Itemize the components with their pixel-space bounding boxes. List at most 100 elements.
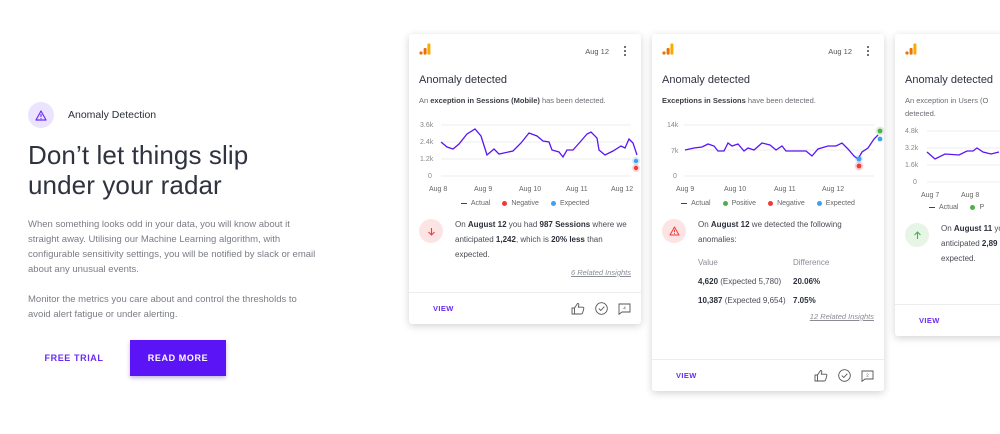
thumbs-up-icon[interactable] xyxy=(814,369,828,382)
headline-line-1: Don’t let things slip xyxy=(28,140,249,170)
legend-actual: Actual xyxy=(681,200,711,207)
table-row: 4,620 (Expected 5,780) 20.06% xyxy=(698,277,821,286)
description-paragraph-2: Monitor the metrics you care about and c… xyxy=(28,294,297,320)
x-tick: Aug 11 xyxy=(566,186,588,193)
y-tick: 0 xyxy=(673,173,677,180)
view-button[interactable]: VIEW xyxy=(433,304,454,313)
insight-text: On August 12 we detected the following a… xyxy=(698,220,842,244)
subtitle-metric: Exceptions in Sessions xyxy=(662,96,746,105)
insight-text: On August 12 you had 987 Sessions where … xyxy=(455,220,627,259)
card-date: Aug 12 xyxy=(828,46,852,56)
x-tick: Aug 9 xyxy=(474,186,492,193)
card-title: Anomaly detected xyxy=(419,74,508,86)
y-tick: 0 xyxy=(913,179,917,186)
eyebrow: Anomaly Detection xyxy=(28,102,328,128)
headline-line-2: under your radar xyxy=(28,170,222,200)
x-tick: Aug 7 xyxy=(921,192,939,199)
description-paragraph-1: When something looks odd in your data, y… xyxy=(28,219,316,275)
card-subtitle: Exceptions in Sessions have been detecte… xyxy=(662,96,816,105)
svg-text:2: 2 xyxy=(866,372,869,377)
eyebrow-label: Anomaly Detection xyxy=(68,109,157,121)
view-button[interactable]: VIEW xyxy=(676,371,697,380)
x-tick: Aug 12 xyxy=(611,186,633,193)
insight-summary: On August 12 we detected the following a… xyxy=(652,217,884,247)
card-footer: VIEW 4 xyxy=(409,292,641,324)
y-tick: 3.2k xyxy=(905,145,919,152)
legend-actual: Actual xyxy=(929,204,958,211)
card-header: Aug 12 xyxy=(652,34,884,68)
anomaly-line-chart: 3.6k 2.4k 1.2k 0 Aug 8 Aug 9 Aug 10 Aug … xyxy=(420,122,640,193)
y-tick: 1.6k xyxy=(905,162,919,169)
card-subtitle: An exception in Sessions (Mobile) has be… xyxy=(409,94,641,107)
insight-summary: On August 12 you had 987 Sessions where … xyxy=(409,217,641,262)
legend-expected: Expected xyxy=(816,200,855,207)
anomaly-card-sessions-mobile: Aug 12 Anomaly detected An exception in … xyxy=(409,34,641,324)
y-tick: 7k xyxy=(671,148,679,155)
column-header-value: Value xyxy=(698,258,718,267)
card-date: Aug 12 xyxy=(585,46,609,56)
x-tick: Aug 10 xyxy=(724,186,746,193)
hero-section: Anomaly Detection Don’t let things slip … xyxy=(28,102,328,322)
x-tick: Aug 8 xyxy=(429,186,447,193)
comment-icon[interactable]: 2 xyxy=(861,370,874,382)
view-button[interactable]: VIEW xyxy=(919,316,940,325)
warning-triangle-icon xyxy=(662,219,686,243)
x-tick: Aug 11 xyxy=(774,186,796,193)
analytics-logo-icon xyxy=(662,42,674,60)
thumbs-up-icon[interactable] xyxy=(571,302,585,315)
anomaly-card-sessions: Aug 12 Anomaly detected Exceptions in Se… xyxy=(652,34,884,391)
arrow-up-icon xyxy=(905,223,929,247)
x-tick: Aug 9 xyxy=(676,186,694,193)
free-trial-button[interactable]: FREE TRIAL xyxy=(44,353,104,363)
page-headline: Don’t let things slip under your radar xyxy=(28,140,328,200)
y-tick: 2.4k xyxy=(420,139,434,146)
card-header: Aug 12 xyxy=(409,34,641,68)
anomaly-line-chart: 14k 7k 0 Aug 9 Aug 10 Aug 11 Aug 12 xyxy=(667,122,884,193)
x-tick: Aug 12 xyxy=(822,186,844,193)
chart-legend: Actual Negative Expected xyxy=(409,200,641,207)
y-tick: 1.2k xyxy=(420,156,434,163)
card-subtitle: An exception in Users (O detected. xyxy=(905,96,989,118)
legend-positive: Positive xyxy=(722,200,756,207)
chart-legend: Actual Positive Negative Expected xyxy=(652,200,884,207)
subtitle-text: has been detected. xyxy=(539,96,606,105)
comment-icon[interactable]: 4 xyxy=(618,303,631,315)
y-tick: 0 xyxy=(428,173,432,180)
svg-text:4: 4 xyxy=(623,305,626,310)
anomaly-line-chart: 4.8k 3.2k 1.6k 0 Aug 7 Aug 8 xyxy=(905,128,1000,199)
check-circle-icon[interactable] xyxy=(595,302,608,315)
related-insights-link[interactable]: 12 Related Insights xyxy=(809,312,874,321)
more-options-icon[interactable] xyxy=(621,45,629,57)
analytics-logo-icon xyxy=(905,42,917,60)
y-tick: 3.6k xyxy=(420,122,434,129)
cta-buttons: FREE TRIAL READ MORE xyxy=(28,340,226,376)
arrow-down-icon xyxy=(419,219,443,243)
card-header xyxy=(895,34,1000,68)
more-options-icon[interactable] xyxy=(864,45,872,57)
analytics-logo-icon xyxy=(419,42,431,60)
card-footer: VIEW 2 xyxy=(652,359,884,391)
card-footer: VIEW xyxy=(895,304,1000,336)
legend-actual: Actual xyxy=(460,200,490,207)
card-actions: 2 xyxy=(814,369,874,382)
card-title: Anomaly detected xyxy=(662,74,751,86)
anomalies-table: Value Difference 4,620 (Expected 5,780) … xyxy=(698,255,868,308)
legend-positive: P xyxy=(970,204,984,211)
related-insights-link[interactable]: 6 Related Insights xyxy=(570,268,631,277)
legend-expected: Expected xyxy=(550,200,589,207)
read-more-button[interactable]: READ MORE xyxy=(130,340,226,376)
y-tick: 4.8k xyxy=(905,128,919,135)
legend-negative: Negative xyxy=(768,200,805,207)
chart-legend: Actual P xyxy=(895,204,1000,211)
table-header: Value Difference xyxy=(698,255,868,270)
x-tick: Aug 10 xyxy=(519,186,541,193)
check-circle-icon[interactable] xyxy=(838,369,851,382)
warning-triangle-icon xyxy=(28,102,54,128)
anomaly-card-users: Anomaly detected An exception in Users (… xyxy=(895,34,1000,336)
subtitle-text: An xyxy=(419,96,431,105)
legend-negative: Negative xyxy=(502,200,539,207)
card-title: Anomaly detected xyxy=(905,74,994,86)
